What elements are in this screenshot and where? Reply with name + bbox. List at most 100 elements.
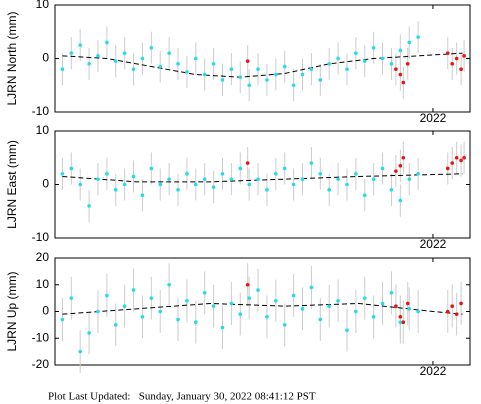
data-point (220, 172, 225, 176)
y-tick-label: 0 (42, 51, 49, 65)
data-point (282, 64, 287, 69)
data-point (274, 172, 278, 176)
data-point (398, 163, 403, 168)
data-point (282, 323, 287, 327)
plot-frame (54, 130, 471, 239)
data-point (274, 72, 278, 77)
data-point (69, 296, 74, 300)
data-point (354, 51, 358, 55)
data-point (60, 317, 65, 322)
data-point (229, 67, 234, 71)
data-point (238, 166, 243, 171)
data-point (345, 182, 349, 187)
data-point (318, 172, 323, 176)
data-point (401, 80, 406, 85)
data-point (96, 309, 100, 314)
data-point (211, 62, 216, 66)
data-point (202, 72, 207, 77)
data-point (389, 62, 394, 66)
data-point (140, 193, 145, 197)
data-point (131, 174, 136, 179)
data-point (60, 67, 65, 71)
data-point (176, 188, 180, 192)
data-point (245, 282, 250, 287)
data-point (220, 78, 225, 82)
y-axis-label: LJRN North (mm) (5, 11, 19, 105)
y-tick-label: -20 (32, 357, 50, 371)
data-point (167, 282, 171, 287)
y-axis-label: LJRN Up (mm) (5, 271, 19, 351)
data-point (394, 67, 398, 71)
data-point (113, 188, 118, 192)
data-point (445, 166, 450, 171)
data-point (220, 325, 225, 330)
data-point (149, 296, 154, 300)
data-point (462, 54, 466, 58)
y-tick-label: -10 (32, 230, 50, 244)
data-point (265, 315, 269, 319)
y-axis-label: LJRN East (mm) (5, 140, 19, 229)
data-point (459, 67, 463, 71)
data-point (194, 56, 198, 61)
data-point (398, 198, 403, 203)
data-point (459, 158, 463, 163)
data-point (459, 301, 463, 306)
data-point (354, 309, 358, 314)
data-point (211, 304, 216, 308)
data-point (245, 59, 250, 63)
data-point (380, 56, 385, 61)
data-point (96, 54, 100, 58)
data-point (371, 46, 376, 50)
data-point (371, 177, 376, 181)
data-point (309, 67, 314, 71)
y-tick-label: 20 (36, 250, 50, 264)
data-point (131, 67, 136, 71)
data-point (229, 301, 234, 306)
data-point (336, 177, 340, 181)
data-point (300, 307, 305, 311)
data-point (309, 285, 314, 290)
data-point (256, 288, 260, 292)
x-tick-label: 2022 (420, 111, 447, 125)
data-point (105, 40, 109, 45)
data-point (445, 309, 450, 314)
data-point (69, 166, 74, 171)
data-point (380, 166, 385, 171)
data-point (78, 349, 82, 354)
data-point (389, 290, 394, 295)
data-point (291, 83, 296, 88)
data-point (113, 59, 118, 63)
data-point (158, 64, 163, 69)
data-point (362, 193, 367, 197)
data-point (122, 304, 127, 308)
data-point (416, 35, 420, 39)
data-point (194, 320, 198, 325)
data-point (229, 177, 234, 181)
data-point (401, 320, 406, 325)
y-tick-label: 10 (36, 0, 50, 11)
data-point (247, 296, 251, 300)
data-point (371, 315, 376, 319)
data-point (398, 315, 403, 319)
data-point (194, 182, 198, 187)
data-point (96, 177, 100, 181)
data-point (300, 177, 305, 181)
data-point (362, 59, 367, 63)
footer: Plot Last Updated: Sunday, January 30, 2… (48, 391, 316, 403)
data-point (407, 177, 412, 181)
data-point (450, 161, 455, 165)
data-point (113, 323, 118, 327)
data-point (282, 166, 287, 171)
trend-line (62, 52, 463, 78)
data-point (105, 172, 109, 176)
data-point (336, 56, 340, 61)
data-point (407, 40, 412, 45)
data-point (238, 75, 243, 80)
data-point (176, 317, 180, 322)
data-point (454, 155, 459, 160)
data-point (256, 177, 260, 181)
data-point (167, 177, 171, 181)
data-point (405, 62, 410, 66)
data-point (450, 304, 455, 308)
data-point (454, 312, 459, 316)
